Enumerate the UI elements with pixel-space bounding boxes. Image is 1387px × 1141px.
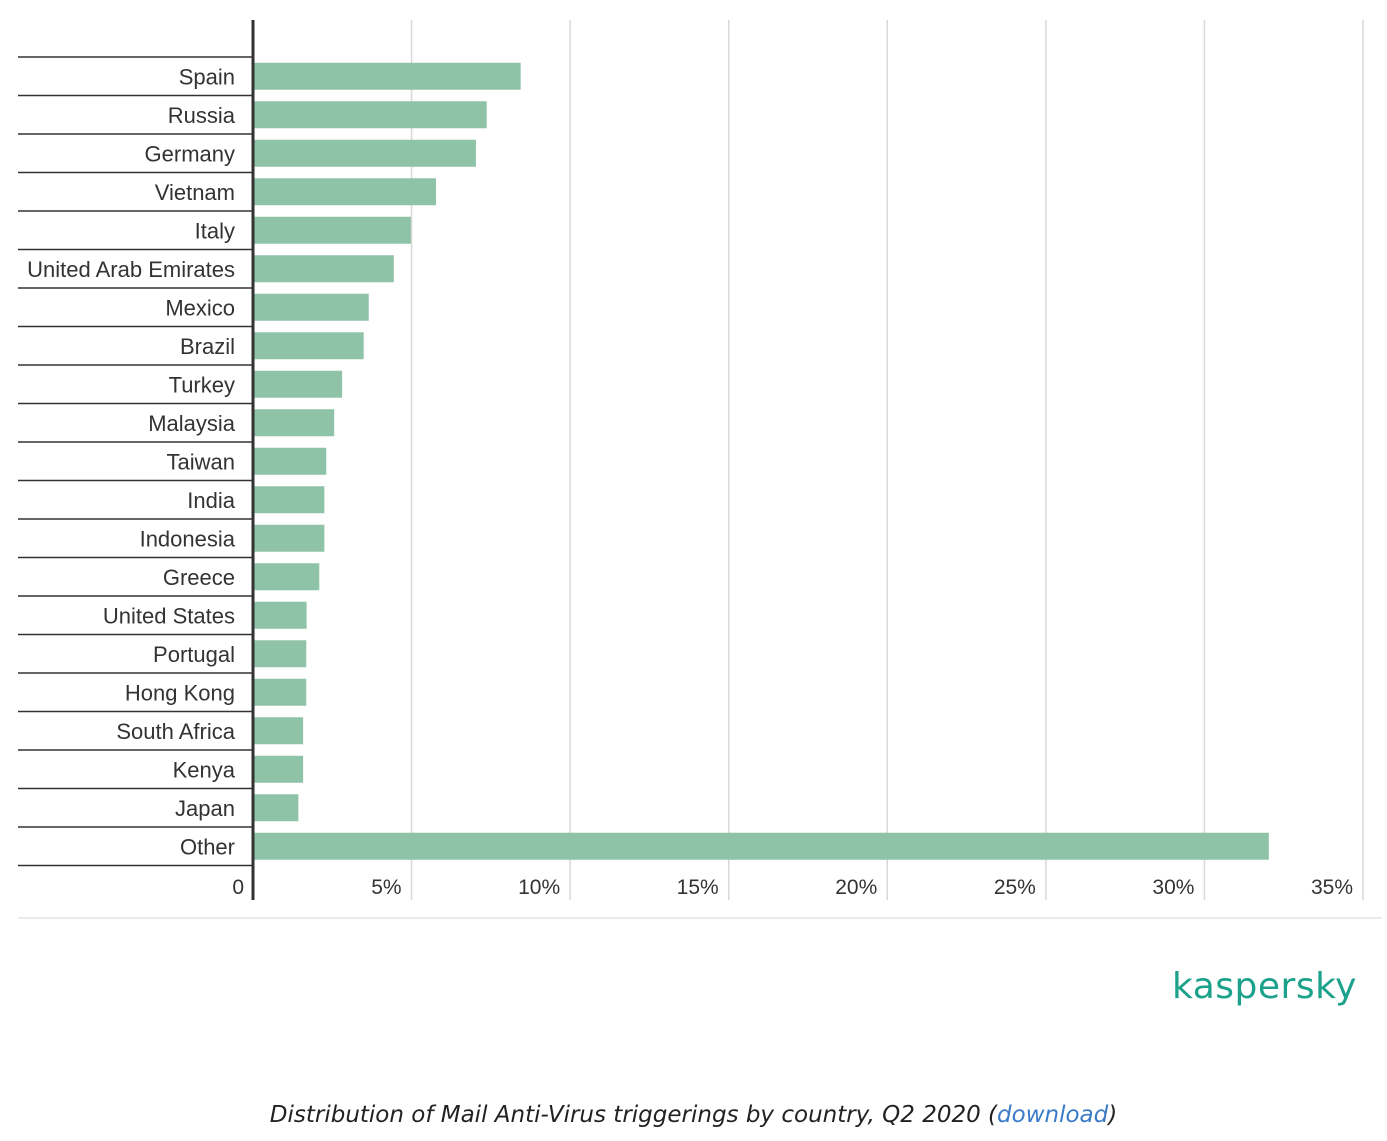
bar-indonesia [254,524,325,552]
kaspersky-logo: kaspersky [1172,966,1357,1007]
figure-caption: Distribution of Mail Anti-Virus triggeri… [0,1102,1387,1128]
x-tick-label-5: 5% [371,876,401,899]
bar-malaysia [254,409,335,437]
bar-hong-kong [254,678,307,706]
category-label-other: Other [180,834,235,859]
category-label-indonesia: Indonesia [140,526,236,551]
category-labels: Spain Russia Germany Vietnam Italy United Ara… [27,64,236,859]
category-label-turkey: Turkey [169,372,235,397]
caption-suffix: ) [1108,1102,1118,1128]
category-label-mexico: Mexico [165,295,235,320]
bar-chart: Spain Russia Germany Vietnam Italy United Ara… [18,20,1382,919]
bar-mexico [254,293,369,321]
category-label-united-arab-emirates: United Arab Emirates [27,257,235,282]
category-label-south-africa: South Africa [116,719,235,744]
grid-lines [410,20,1364,900]
category-label-italy: Italy [195,218,235,243]
x-tick-label-25: 25% [994,876,1036,899]
x-tick-label-30: 30% [1152,876,1194,899]
category-row-lines [18,56,253,867]
bar-russia [254,101,487,129]
x-tick-label-35: 35% [1311,876,1353,899]
x-tick-label-20: 20% [835,876,877,899]
category-label-vietnam: Vietnam [155,180,235,205]
category-label-taiwan: Taiwan [167,449,235,474]
category-label-united-states: United States [103,603,235,628]
category-label-japan: Japan [175,796,235,821]
bar-greece [254,563,320,591]
category-label-brazil: Brazil [180,334,235,359]
bar-italy [254,216,411,244]
bar-vietnam [254,178,436,206]
category-label-malaysia: Malaysia [148,411,236,436]
bar-united-states [254,601,307,629]
category-label-hong-kong: Hong Kong [125,680,235,705]
bars [254,62,1269,860]
x-axis-tick-labels: 0 5% 10% 15% 20% 25% 30% 35% [232,876,1353,899]
x-tick-label-10: 10% [518,876,560,899]
bar-spain [254,62,521,90]
bar-japan [254,794,299,822]
bar-taiwan [254,447,327,475]
bar-kenya [254,755,304,783]
category-label-russia: Russia [168,103,236,128]
bar-portugal [254,640,307,668]
bar-south-africa [254,717,304,745]
bar-brazil [254,332,364,360]
category-label-india: India [187,488,235,513]
bar-united-arab-emirates [254,255,394,283]
category-label-spain: Spain [179,64,235,89]
download-link[interactable]: download [997,1102,1109,1128]
x-tick-label-15: 15% [677,876,719,899]
bar-other [254,832,1269,860]
category-label-greece: Greece [163,565,235,590]
category-label-germany: Germany [145,141,235,166]
category-label-kenya: Kenya [173,757,236,782]
bar-turkey [254,370,343,398]
caption-text: Distribution of Mail Anti-Virus triggeri… [269,1102,998,1128]
category-label-portugal: Portugal [153,642,235,667]
bar-india [254,486,325,514]
x-tick-label-0: 0 [232,876,244,899]
bar-germany [254,139,476,167]
